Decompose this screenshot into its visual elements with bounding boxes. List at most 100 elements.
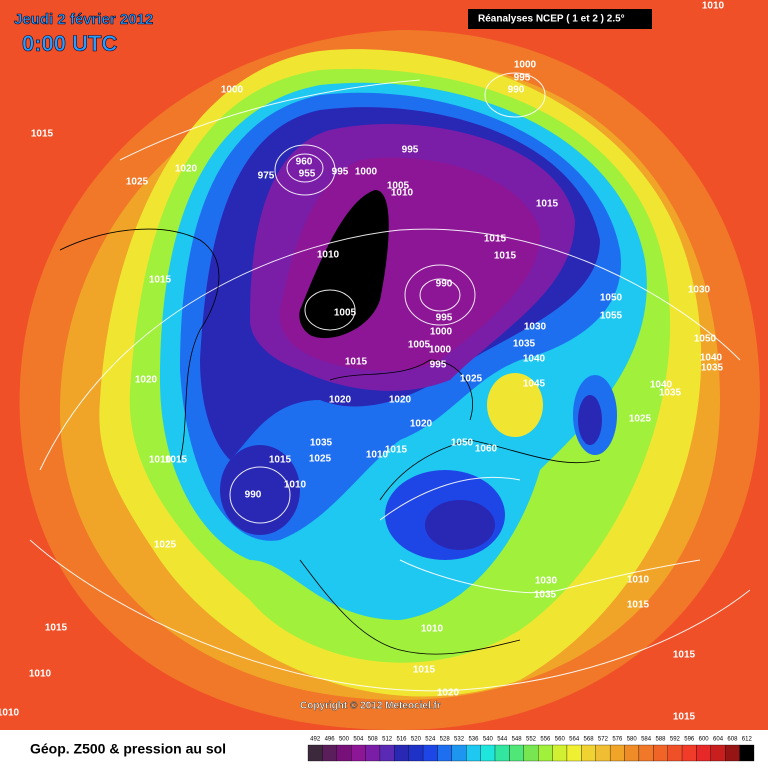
- scale-label: 592: [670, 737, 681, 743]
- isobar-label: 960: [296, 157, 313, 168]
- scale-label: 500: [339, 737, 350, 743]
- isobar-label: 1015: [45, 623, 68, 634]
- isobar-label: 1040: [523, 354, 546, 365]
- isobar-label: 990: [508, 85, 525, 96]
- scale-swatch: [379, 744, 395, 762]
- scale-swatch: [725, 744, 740, 762]
- isobar-label: 1015: [627, 600, 650, 611]
- isobar-label: 1015: [165, 455, 188, 466]
- scale-label: 604: [713, 737, 724, 743]
- isobar-label: 1010: [0, 708, 20, 719]
- isobar-label: 1015: [385, 445, 408, 456]
- scale-label: 568: [584, 737, 595, 743]
- isobar-label: 1015: [31, 129, 54, 140]
- isobar-label: 1010: [366, 450, 389, 461]
- isobar-label: 1010: [284, 480, 307, 491]
- isobar-label: 1000: [355, 167, 378, 178]
- copyright: Copyright © 2012 Meteociel.fr: [300, 701, 441, 712]
- isobar-label: 1020: [389, 395, 412, 406]
- scale-swatch: [624, 744, 640, 762]
- isobar-label: 1055: [600, 311, 623, 322]
- isobar-label: 1025: [460, 374, 483, 385]
- scale-label: 556: [540, 737, 551, 743]
- isobar-label: 1015: [673, 712, 696, 723]
- scale-label: 580: [627, 737, 638, 743]
- scale-swatch: [667, 744, 683, 762]
- scale-swatch: [466, 744, 481, 762]
- isobar-label: 1050: [694, 334, 717, 345]
- isobar-label: 1035: [513, 339, 536, 350]
- map-time: 0:00 UTC: [22, 31, 117, 56]
- isobar-label: 1025: [154, 540, 177, 551]
- isobar-label: 1015: [673, 650, 696, 661]
- isobar-label: 1010: [702, 1, 725, 12]
- scale-label: 596: [684, 737, 695, 743]
- scale-swatch: [322, 744, 337, 762]
- scale-label: 516: [397, 737, 408, 743]
- isobar-label: 1010: [317, 250, 340, 261]
- isobar-label: 1020: [437, 688, 460, 699]
- scale-label: 564: [569, 737, 580, 743]
- isobar-label: 1060: [475, 444, 498, 455]
- scale-label: 536: [468, 737, 479, 743]
- coastlines: [59, 228, 601, 655]
- scale-swatch: [552, 744, 568, 762]
- scale-label: 540: [483, 737, 494, 743]
- isobar-label: 1010: [391, 188, 414, 199]
- isobar-label: 1025: [629, 414, 652, 425]
- scale-label: 560: [555, 737, 566, 743]
- scale-swatch: [696, 744, 711, 762]
- isobar-label: 1000: [430, 327, 453, 338]
- isobar-label: 990: [245, 490, 262, 501]
- isobar-label: 975: [258, 171, 275, 182]
- isobar-label: 995: [430, 360, 447, 371]
- scale-swatch: [394, 744, 409, 762]
- isobar-label: 1000: [514, 60, 537, 71]
- isobar-label: 995: [514, 73, 531, 84]
- scale-swatch: [437, 744, 453, 762]
- scale-label: 548: [512, 737, 523, 743]
- scale-swatch: [307, 744, 323, 762]
- isobar-label: 1010: [421, 624, 444, 635]
- scale-label: 512: [382, 737, 393, 743]
- scale-swatch: [609, 744, 625, 762]
- isobar-label: 1035: [534, 590, 557, 601]
- source-box: [468, 9, 652, 29]
- scale-swatch: [422, 744, 438, 762]
- isobar-label: 1050: [600, 293, 623, 304]
- isobar-label: 1035: [701, 363, 724, 374]
- isobar-label: 1020: [135, 375, 158, 386]
- isobar-label: 1030: [688, 285, 711, 296]
- scale-swatch: [351, 744, 366, 762]
- isobar-label: 1005: [387, 181, 410, 192]
- isobar-label: 1045: [523, 379, 546, 390]
- isobar-label: 1010: [627, 575, 650, 586]
- scale-label: 496: [325, 737, 336, 743]
- isobar-label: 1040: [650, 380, 673, 391]
- isobar-label: 1030: [524, 322, 547, 333]
- isobar-label: 990: [436, 279, 453, 290]
- scale-swatch: [681, 744, 697, 762]
- isobar-label: 1030: [535, 576, 558, 587]
- scale-label: 552: [526, 737, 537, 743]
- isobar-label: 1040: [700, 353, 723, 364]
- scale-label: 588: [655, 737, 666, 743]
- scale-label: 612: [742, 737, 753, 743]
- isobar-label: 955: [299, 169, 316, 180]
- isobar-label: 1015: [345, 357, 368, 368]
- scale-label: 524: [425, 737, 436, 743]
- scale-label: 576: [612, 737, 623, 743]
- isobar-label: 1005: [408, 340, 431, 351]
- scale-swatch: [336, 744, 352, 762]
- isobar-label: 995: [402, 145, 419, 156]
- isobar-label: 995: [436, 313, 453, 324]
- scale-swatch: [494, 744, 510, 762]
- scale-swatch: [595, 744, 611, 762]
- scale-swatch: [538, 744, 553, 762]
- color-scale: 492 496 500 504 508 512 516 520 524 528 532 536 540 5…: [307, 737, 755, 762]
- isobar-label: 1015: [536, 199, 559, 210]
- scale-swatch: [408, 744, 424, 762]
- scale-label: 504: [353, 737, 364, 743]
